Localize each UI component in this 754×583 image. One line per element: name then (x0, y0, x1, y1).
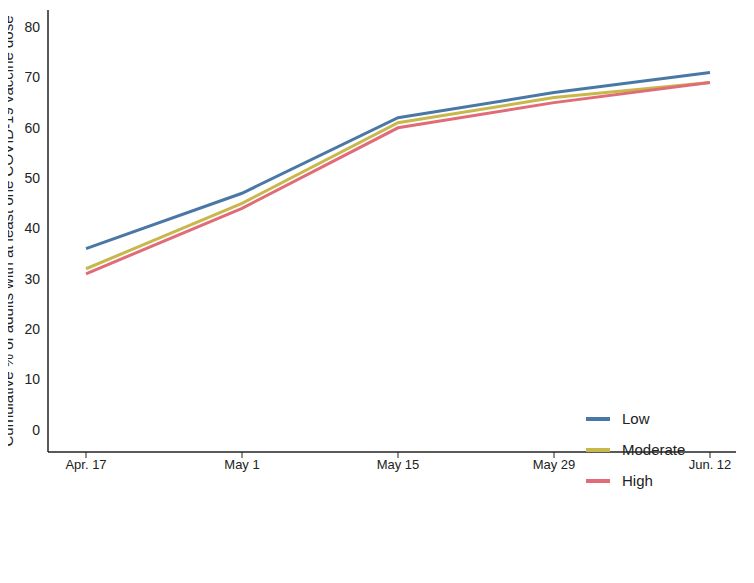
svg-text:Cumulative % of adults with at: Cumulative % of adults with at least one… (8, 15, 16, 446)
svg-text:Apr. 17: Apr. 17 (65, 457, 106, 472)
svg-text:70: 70 (24, 69, 40, 85)
svg-text:0: 0 (32, 422, 40, 438)
svg-text:10: 10 (24, 371, 40, 387)
svg-text:20: 20 (24, 321, 40, 337)
svg-text:May 29: May 29 (533, 457, 576, 472)
svg-text:60: 60 (24, 120, 40, 136)
html-text:High: High (622, 472, 653, 489)
svg-text:May 15: May 15 (377, 457, 420, 472)
html-text:Moderate: Moderate (622, 441, 686, 458)
svg-text:Jun. 12: Jun. 12 (689, 457, 732, 472)
svg-text:30: 30 (24, 271, 40, 287)
svg-text:50: 50 (24, 170, 40, 186)
svg-text:80: 80 (24, 19, 40, 35)
html-text:Low: Low (622, 410, 650, 427)
svg-text:May 1: May 1 (224, 457, 259, 472)
svg-text:40: 40 (24, 220, 40, 236)
